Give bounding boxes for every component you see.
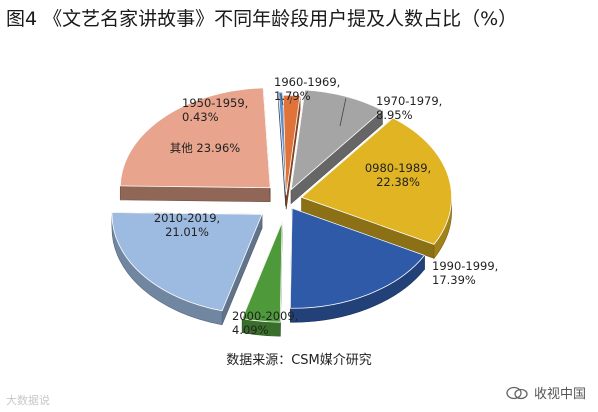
- pie-slice-4: [289, 207, 426, 323]
- pie-slice-5: [241, 222, 283, 337]
- wechat-icon: [506, 386, 528, 399]
- slice-label-6: 2010-2019, 21.01%: [154, 211, 220, 239]
- watermark-left: 大数据说: [6, 394, 50, 407]
- leader-line-8: [280, 93, 284, 106]
- slice-label-1: 1960-1969, 1.79%: [274, 75, 340, 103]
- slice-label-7: 其他 23.96%: [170, 141, 241, 155]
- chart-title: 图4 《文艺名家讲故事》不同年龄段用户提及人数占比（%）: [6, 8, 518, 30]
- slice-label-2: 1970-1979, 8.95%: [376, 94, 442, 122]
- pie-slice-3: [300, 117, 453, 260]
- watermark-right: 收视中国: [506, 383, 586, 402]
- pie-slice-2: [290, 89, 384, 205]
- leader-line-2: [339, 98, 347, 127]
- leader-line-1: [289, 97, 293, 105]
- pie-slice-6: [111, 212, 263, 326]
- slice-label-4: 1990-1999, 17.39%: [432, 259, 498, 287]
- pie-slice-1: [282, 94, 301, 210]
- slice-label-5: 2000-2009, 4.09%: [232, 309, 298, 337]
- pie-slice-7: [119, 87, 271, 203]
- watermark-right-label: 收视中国: [533, 387, 586, 402]
- slice-label-3: 0980-1989, 22.38%: [365, 161, 431, 189]
- slice-label-8: 1950-1959, 0.43%: [182, 96, 248, 124]
- source-note: 数据来源：CSM媒介研究: [226, 353, 372, 368]
